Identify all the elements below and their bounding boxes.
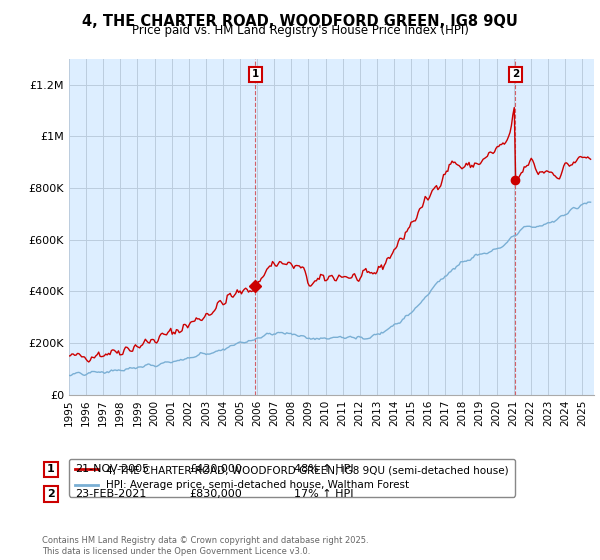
Text: Contains HM Land Registry data © Crown copyright and database right 2025.
This d: Contains HM Land Registry data © Crown c… [42,536,368,556]
Text: 21-NOV-2005: 21-NOV-2005 [75,464,149,474]
Text: 17% ↑ HPI: 17% ↑ HPI [294,489,353,499]
Text: 23-FEB-2021: 23-FEB-2021 [75,489,146,499]
Text: £830,000: £830,000 [189,489,242,499]
Text: 1: 1 [47,464,55,474]
Text: £420,000: £420,000 [189,464,242,474]
Text: 1: 1 [252,69,259,80]
Text: 4, THE CHARTER ROAD, WOODFORD GREEN, IG8 9QU: 4, THE CHARTER ROAD, WOODFORD GREEN, IG8… [82,14,518,29]
Text: 2: 2 [47,489,55,499]
Text: Price paid vs. HM Land Registry's House Price Index (HPI): Price paid vs. HM Land Registry's House … [131,24,469,37]
Legend: 4, THE CHARTER ROAD, WOODFORD GREEN, IG8 9QU (semi-detached house), HPI: Average: 4, THE CHARTER ROAD, WOODFORD GREEN, IG8… [69,459,515,497]
Text: 2: 2 [512,69,519,80]
Text: 48% ↑ HPI: 48% ↑ HPI [294,464,353,474]
